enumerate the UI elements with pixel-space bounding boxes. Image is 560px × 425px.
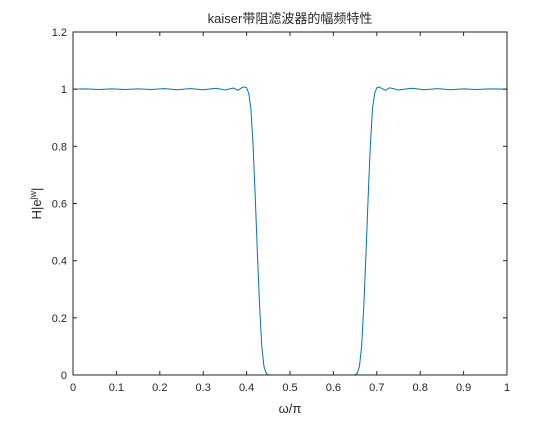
x-tick-label: 0.6 — [326, 382, 341, 394]
plot-box — [72, 31, 508, 376]
x-tick-label: 0.3 — [196, 382, 211, 394]
y-tick-label: 0.4 — [52, 256, 67, 268]
x-tick-label: 1 — [504, 382, 510, 394]
x-tick-label: 0.7 — [369, 382, 384, 394]
y-tick-label: 0.6 — [52, 199, 67, 211]
chart-title: kaiser带阻滤波器的幅频特性 — [208, 11, 373, 26]
y-tick-label: 0 — [61, 370, 67, 382]
plot-area — [73, 32, 507, 375]
y-tick-label: 0.8 — [52, 141, 67, 153]
y-axis-title-base: H|e — [29, 199, 44, 219]
x-tick-label: 0.2 — [152, 382, 167, 394]
x-axis-title: ω/π — [279, 401, 302, 416]
x-tick-label: 0.9 — [456, 382, 471, 394]
x-tick-label: 0 — [70, 382, 76, 394]
y-axis-title: H|ejw| — [28, 188, 44, 220]
x-tick-label: 0.8 — [413, 382, 428, 394]
x-tick-label: 0.5 — [282, 382, 297, 394]
x-tick-label: 0.4 — [239, 382, 254, 394]
y-tick-label: 1 — [61, 84, 67, 96]
y-tick-label: 0.2 — [52, 313, 67, 325]
y-axis-title-suffix: | — [29, 188, 44, 191]
x-tick-label: 0.1 — [109, 382, 124, 394]
y-tick-label: 1.2 — [52, 27, 67, 39]
x-axis-ticks: 0 0.1 0.2 0.3 0.4 0.5 0.6 0.7 0.8 0.9 1 — [70, 32, 510, 394]
y-axis-title-sup: jw — [28, 190, 38, 200]
